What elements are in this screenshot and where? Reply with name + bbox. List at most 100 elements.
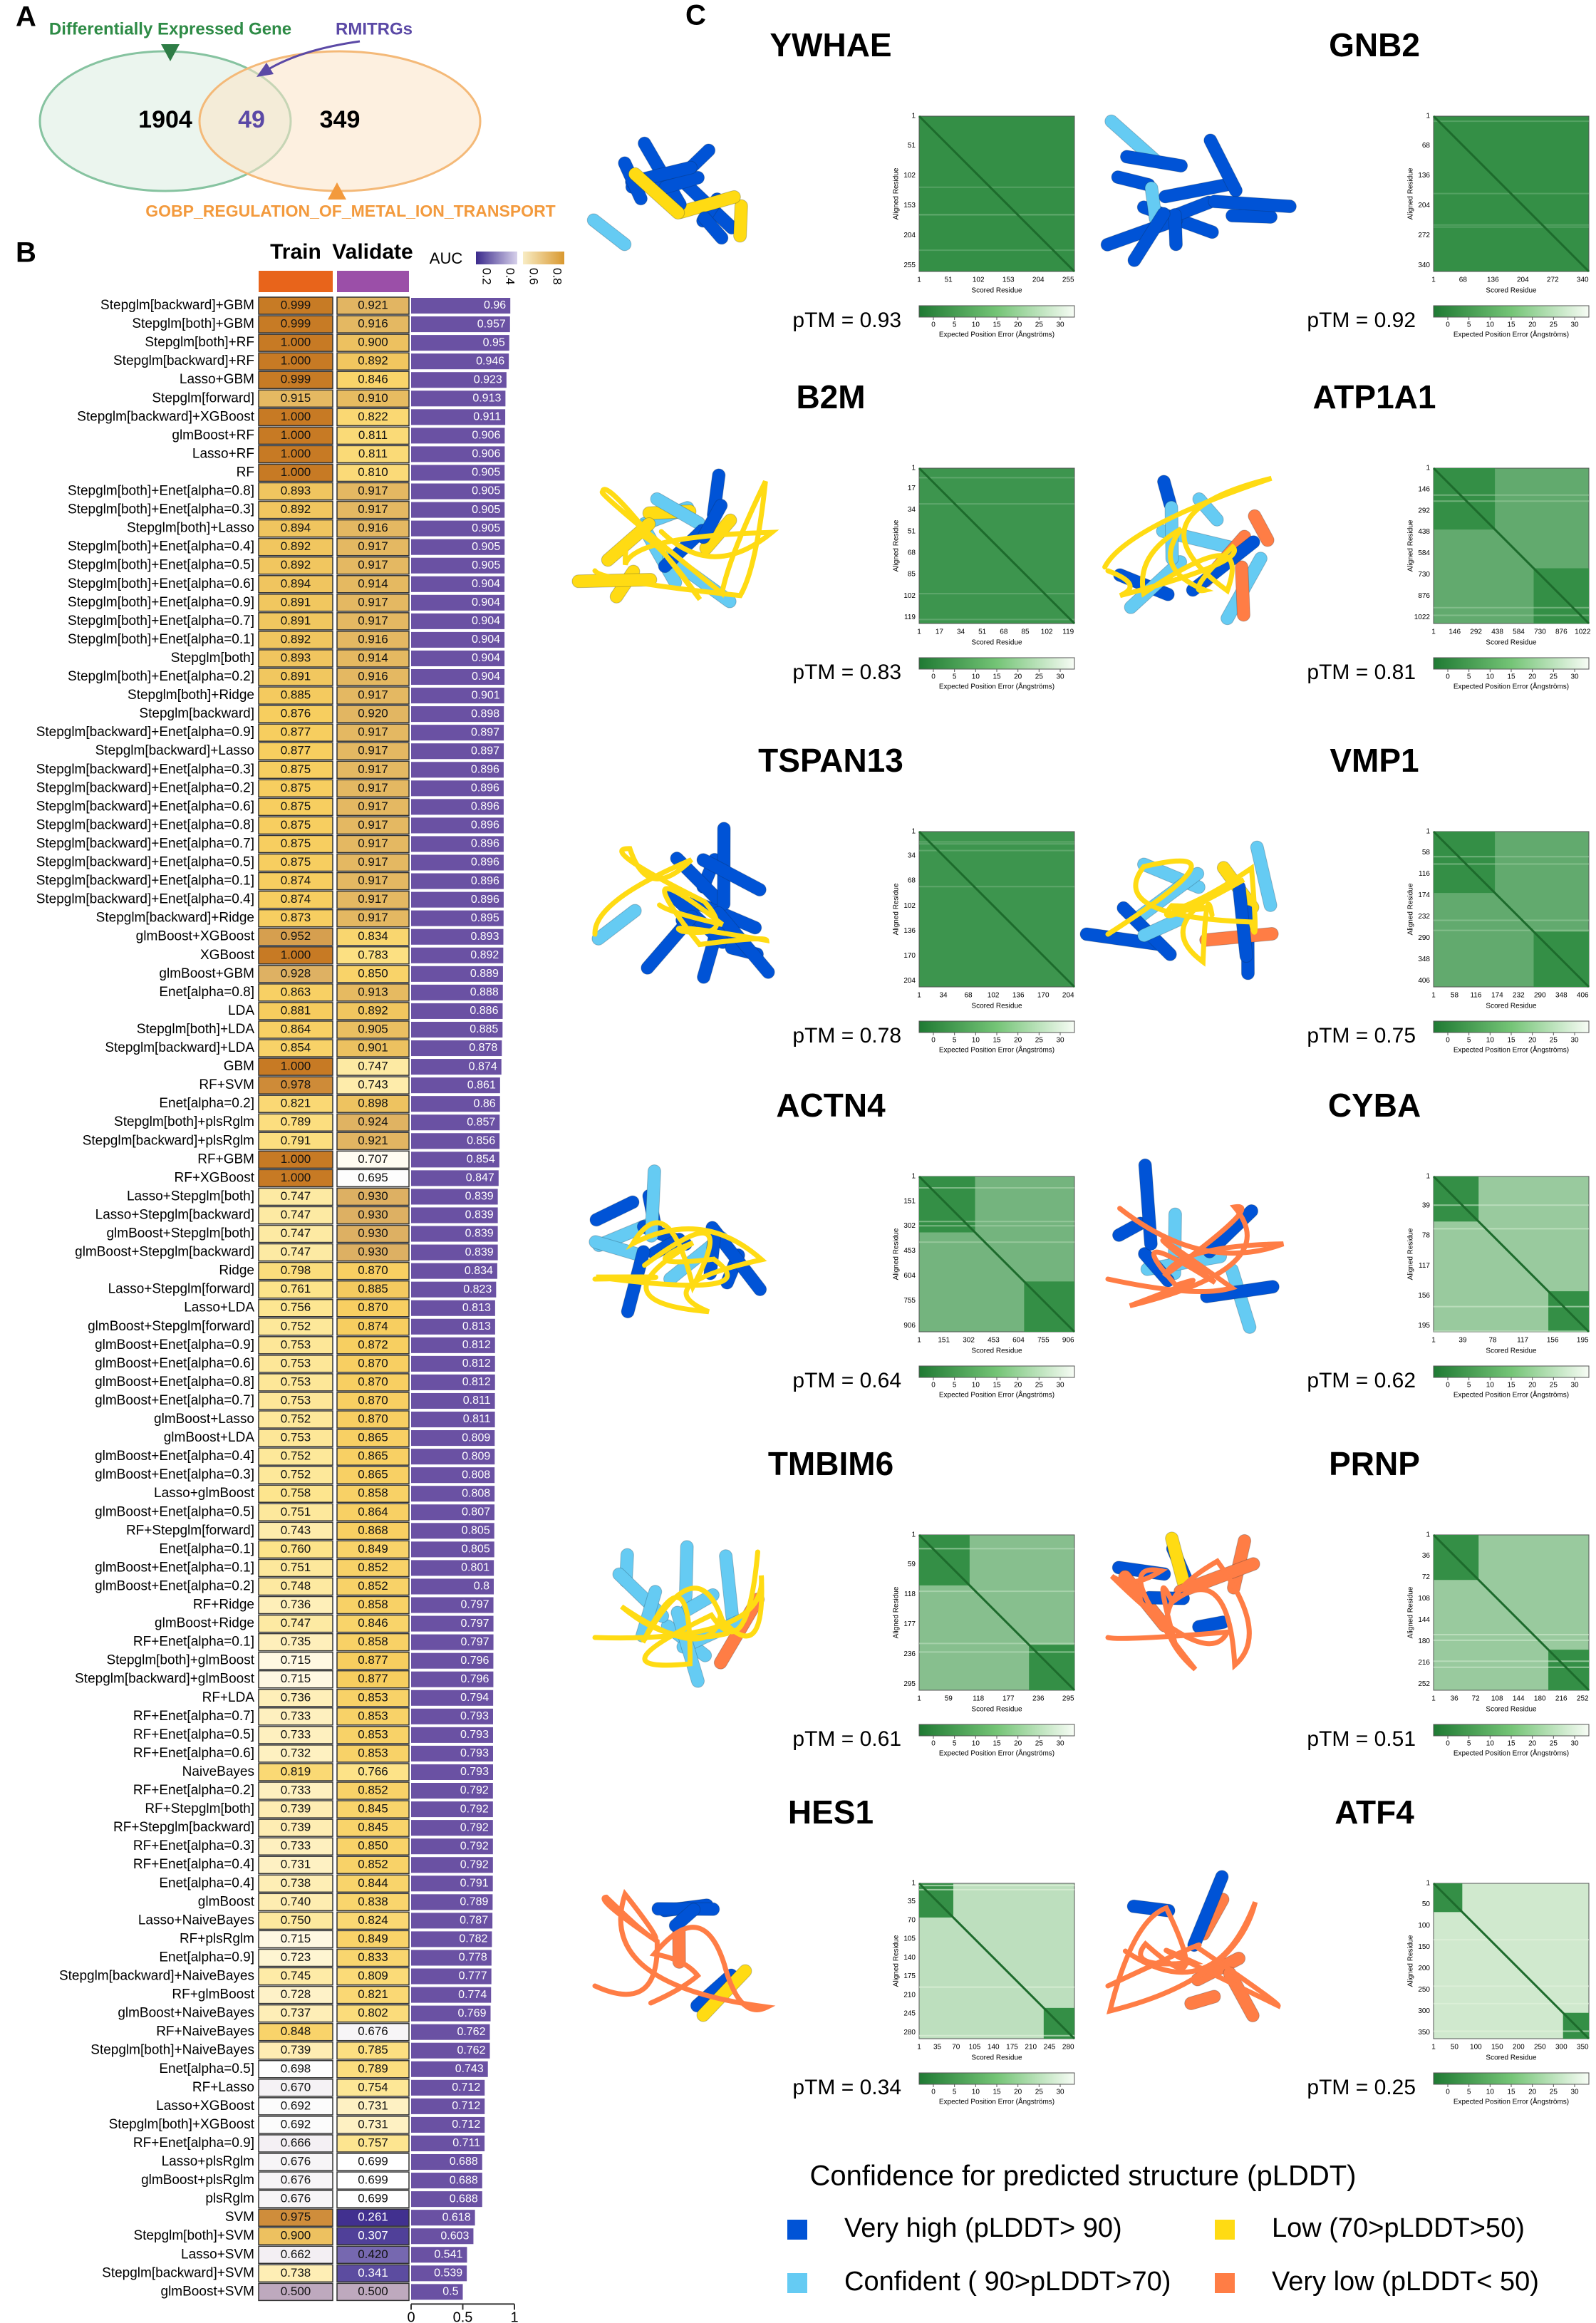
colorbar-tick-label: 25 <box>1550 321 1558 329</box>
heat-cell <box>336 2041 410 2060</box>
colorbar-tick-label: 25 <box>1035 1037 1044 1045</box>
auc-bar <box>411 928 504 945</box>
model-label: RF+SVM <box>199 1077 254 1092</box>
ptm-value: pTM = 0.62 <box>1307 1369 1416 1392</box>
auc-value: 0.906 <box>472 430 500 442</box>
axis-label: Scored Residue <box>971 639 1022 647</box>
heat-cell <box>258 1392 333 1410</box>
pae-tick-label: 604 <box>1012 1337 1025 1345</box>
pae-tick-label: 1 <box>1431 2044 1436 2052</box>
heat-cell <box>336 463 410 482</box>
colorbar-tick-label: 25 <box>1550 1740 1558 1748</box>
heat-cell-value: 0.874 <box>358 1319 388 1333</box>
auc-value: 0.893 <box>470 931 499 943</box>
pae-tick-label: 136 <box>1012 992 1025 1000</box>
column-title: Validate <box>332 240 413 264</box>
coil <box>1105 1558 1252 1672</box>
heat-cell-value: 0.952 <box>281 929 311 943</box>
heat-cell <box>258 1466 333 1484</box>
heat-cell <box>258 482 333 501</box>
auc-value: 0.888 <box>470 986 499 998</box>
heat-cell <box>336 1002 410 1020</box>
venn-count: 349 <box>320 106 361 133</box>
heat-cell-value: 0.692 <box>281 2099 311 2112</box>
heat-cell <box>258 1206 333 1225</box>
colorbar-tick-label: 10 <box>972 1382 980 1390</box>
pae-tick-label: 119 <box>1062 628 1074 636</box>
auc-bar <box>411 1412 495 1428</box>
auc-bar <box>411 1894 493 1910</box>
heat-cell-value: 0.811 <box>358 447 388 460</box>
pae-tick-label: 34 <box>939 992 948 1000</box>
auc-value: 0.712 <box>452 2100 480 2112</box>
protein-name: ACTN4 <box>776 1087 886 1124</box>
pae-tick-label: 100 <box>1418 1922 1430 1930</box>
auc-value: 0.839 <box>465 1246 494 1258</box>
heat-cell <box>336 946 410 965</box>
heat-cell <box>258 500 333 519</box>
model-label: Lasso+RF <box>192 446 254 461</box>
auc-value: 0.813 <box>462 1320 491 1333</box>
heat-cell <box>258 2134 333 2153</box>
heat-cell <box>336 537 410 557</box>
heat-cell-value: 0.662 <box>281 2247 311 2261</box>
axis-label: Aligned Residue <box>893 167 901 219</box>
colorbar-tick-label: 15 <box>993 1382 1001 1390</box>
legend-title: Confidence for predicted structure (pLDD… <box>810 2161 1357 2192</box>
heat-cell <box>336 1967 410 1986</box>
pae-tick-label: 39 <box>1458 1337 1467 1345</box>
helix <box>696 1964 752 2022</box>
colorbar-tick-label: 10 <box>972 321 980 329</box>
pae-tick-label: 1 <box>1426 1173 1430 1181</box>
colorbar-tick-label: 0 <box>1446 1037 1450 1045</box>
protein-name: B2M <box>796 378 865 415</box>
model-label: Stepglm[both]+Enet[alpha=0.9] <box>68 595 254 610</box>
model-label: Lasso+Stepglm[both] <box>127 1189 254 1204</box>
pae-tick-label: 204 <box>1062 992 1074 1000</box>
heat-cell-value: 0.753 <box>281 1338 311 1351</box>
heat-cell-value: 0.873 <box>281 911 311 924</box>
auc-value: 0.801 <box>461 1562 489 1574</box>
auc-value: 0.797 <box>461 1618 489 1630</box>
model-label: Stepglm[backward]+LDA <box>105 1040 254 1055</box>
auc-value: 0.896 <box>471 801 499 813</box>
heat-cell-value: 0.676 <box>281 2155 311 2168</box>
model-label: Stepglm[both]+Ridge <box>128 688 254 703</box>
heat-cell <box>258 2153 333 2171</box>
heat-cell-value: 0.858 <box>358 1635 388 1648</box>
model-label: RF+glmBoost <box>172 1987 254 2002</box>
heat-cell <box>336 760 410 780</box>
model-label: Stepglm[backward]+GBM <box>100 298 254 313</box>
heat-cell <box>336 315 410 333</box>
pae-tick-label: 105 <box>903 1935 916 1943</box>
model-label: Lasso+Stepglm[backward] <box>95 1207 254 1222</box>
auc-bar <box>411 409 506 425</box>
heat-cell <box>258 1577 333 1596</box>
auc-value: 0.812 <box>462 1357 491 1370</box>
heat-cell-value: 0.753 <box>281 1431 311 1444</box>
heat-cell <box>258 1187 333 1206</box>
helix <box>668 1903 701 1933</box>
colorbar-tick-label: 20 <box>1014 1740 1022 1748</box>
heat-cell <box>336 296 410 315</box>
auc-value: 0.896 <box>471 894 499 906</box>
pae-tick-label: 174 <box>1418 891 1430 899</box>
model-label: RF+Enet[alpha=0.5] <box>133 1727 254 1742</box>
auc-value: 0.946 <box>476 355 504 367</box>
auc-value: 0.896 <box>471 857 499 869</box>
pae-colorbar <box>918 1724 1075 1737</box>
colorbar-tick-label: 15 <box>1507 321 1515 329</box>
heat-cell <box>258 2227 333 2245</box>
heat-cell-value: 0.743 <box>358 1078 388 1092</box>
colorbar-tick-label: 20 <box>1528 2089 1537 2096</box>
pae-tick-label: 876 <box>1418 592 1430 600</box>
colorbar-tick-label: 20 <box>1528 1037 1537 1045</box>
model-label: Stepglm[both]+Enet[alpha=0.3] <box>68 502 254 517</box>
heat-cell-value: 0.864 <box>281 1022 311 1035</box>
model-label: LDA <box>228 1003 254 1018</box>
heat-cell-value: 0.876 <box>281 707 311 720</box>
colorbar-tick-label: 15 <box>993 2089 1001 2096</box>
venn-left-label: Differentially Expressed Gene <box>49 19 291 38</box>
heat-cell <box>336 333 410 352</box>
auc-bar <box>411 1560 494 1576</box>
